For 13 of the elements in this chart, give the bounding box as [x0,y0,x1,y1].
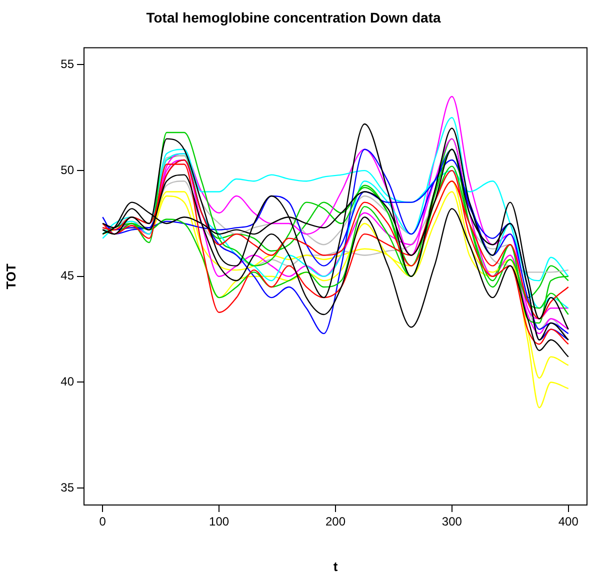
x-axis-title: t [333,558,338,574]
x-tick-label: 300 [442,514,462,529]
y-axis-title: TOT [3,263,18,290]
x-tick-label: 100 [209,514,230,529]
x-tick-label: 200 [325,514,346,529]
chart-title: Total hemoglobine concentration Down data [146,9,441,26]
x-tick-label: 0 [99,514,106,529]
y-tick-label: 35 [60,480,74,494]
y-tick-label: 45 [60,268,74,283]
x-tick-label: 400 [558,514,579,529]
y-tick-label: 55 [60,57,74,72]
y-tick-label: 40 [60,374,74,389]
y-tick-label: 50 [60,162,74,177]
